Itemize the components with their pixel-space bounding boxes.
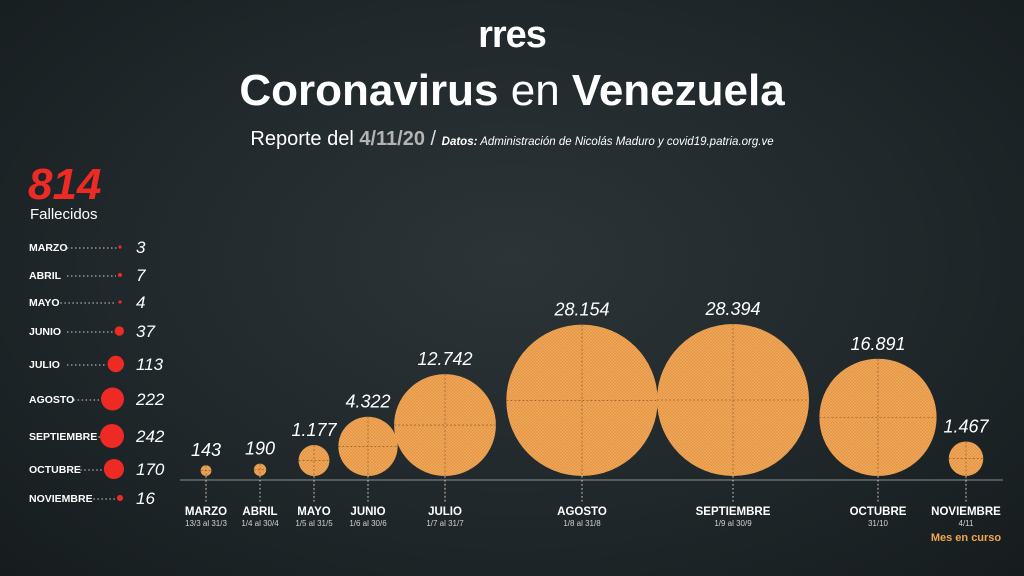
case-date-range: 1/6 al 30/6	[349, 519, 387, 528]
case-bubble	[394, 374, 496, 477]
case-value-label: 143	[191, 440, 221, 460]
total-deaths: 814	[28, 160, 102, 209]
death-month-label: SEPTIEMBRE	[29, 431, 97, 443]
case-value-label: 16.891	[850, 334, 905, 354]
death-value-label: 4	[136, 293, 145, 312]
case-month-label: MARZO	[185, 506, 227, 518]
death-bubble	[103, 458, 124, 480]
death-value-label: 37	[136, 322, 155, 341]
case-bubble	[506, 324, 658, 476]
death-bubble	[114, 326, 124, 336]
deaths-by-month-chart: MARZO 3 ABRIL 7 MAYO 4 JUNIO 37 JULIO 113 AGOSTO 22…	[29, 238, 165, 508]
source-label: Datos:	[441, 136, 478, 148]
case-bubble	[253, 463, 267, 476]
death-month-label: NOVIEMBRE	[29, 493, 93, 505]
case-month-label: NOVIEMBRE	[931, 506, 1001, 518]
case-date-range: 1/8 al 31/8	[563, 519, 601, 528]
death-value-label: 16	[136, 489, 155, 508]
case-date-range: 1/4 al 30/4	[241, 519, 279, 528]
case-bubble	[298, 445, 330, 476]
death-bubble	[118, 300, 122, 304]
report-date: 4/11/20	[359, 128, 425, 150]
case-value-label: 28.394	[704, 299, 760, 319]
death-value-label: 3	[136, 238, 146, 257]
case-month-label: JULIO	[428, 506, 462, 518]
subtitle-separator: /	[430, 128, 437, 150]
death-month-label: ABRIL	[29, 270, 62, 282]
death-month-label: MARZO	[29, 242, 68, 254]
death-month-label: JUNIO	[29, 326, 61, 338]
case-value-label: 28.154	[553, 300, 609, 320]
title-word-venezuela: Venezuela	[571, 66, 785, 115]
case-bubble	[819, 358, 937, 476]
case-value-label: 1.177	[291, 420, 337, 440]
death-value-label: 113	[136, 355, 164, 374]
source-text: Administración de Nicolás Maduro y covid…	[480, 136, 774, 148]
death-bubble	[107, 355, 124, 373]
title-word-coronavirus: Coronavirus	[239, 66, 499, 115]
case-month-label: JUNIO	[350, 506, 385, 518]
death-bubble	[117, 272, 123, 278]
data-source: Datos: Administración de Nicolás Maduro …	[442, 136, 774, 148]
death-value-label: 170	[136, 460, 165, 479]
report-subtitle: Reporte del 4/11/20 / Datos: Administrac…	[0, 128, 1024, 151]
current-month-note: Mes en curso	[931, 532, 1002, 544]
death-value-label: 7	[136, 266, 146, 285]
title-word-en: en	[510, 66, 560, 115]
case-month-label: ABRIL	[242, 506, 277, 518]
case-month-label: AGOSTO	[557, 506, 607, 518]
report-label: Reporte del	[250, 128, 354, 150]
page-title: Coronavirus en Venezuela	[0, 66, 1024, 116]
death-month-label: MAYO	[29, 297, 60, 309]
case-month-label: OCTUBRE	[850, 506, 907, 518]
case-date-range: 1/5 al 31/5	[295, 519, 333, 528]
death-month-label: OCTUBRE	[29, 464, 81, 476]
death-month-label: AGOSTO	[29, 394, 74, 406]
case-date-range: 1/9 al 30/9	[714, 519, 752, 528]
case-value-label: 1.467	[943, 416, 989, 436]
death-month-label: JULIO	[29, 359, 60, 371]
death-bubble	[101, 387, 124, 411]
case-month-label: SEPTIEMBRE	[696, 506, 771, 518]
case-value-label: 190	[245, 439, 275, 459]
case-date-range: 13/3 al 31/3	[185, 519, 227, 528]
case-date-range: 31/10	[868, 519, 889, 528]
case-value-label: 4.322	[345, 392, 390, 412]
case-month-label: MAYO	[297, 506, 330, 518]
brand-logo: rres	[478, 14, 547, 56]
case-date-range: 1/7 al 31/7	[426, 519, 464, 528]
death-bubble	[116, 494, 124, 502]
death-bubble	[118, 245, 122, 249]
death-bubble	[100, 424, 124, 448]
case-value-label: 12.742	[417, 349, 472, 369]
case-date-range: 4/11	[959, 519, 975, 528]
total-deaths-label: Fallecidos	[30, 206, 98, 223]
death-value-label: 242	[135, 427, 165, 446]
death-value-label: 222	[135, 390, 165, 409]
